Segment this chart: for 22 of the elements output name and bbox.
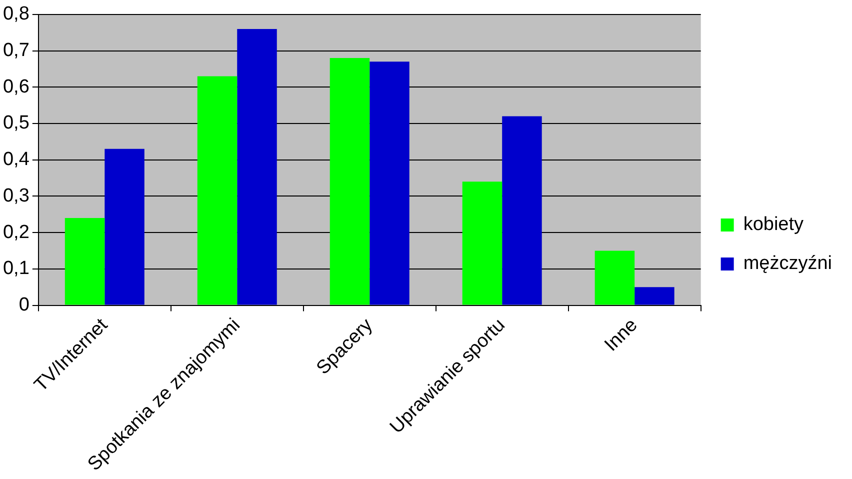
y-tick-label: 0,1 — [2, 258, 30, 280]
y-tick-label: 0,4 — [2, 149, 30, 170]
bar — [594, 250, 635, 305]
y-tick-label: 0,5 — [2, 112, 30, 134]
y-tick-label: 0,6 — [2, 76, 30, 98]
y-tick-label: 0,7 — [2, 40, 30, 61]
y-tick-label: 0,8 — [2, 4, 30, 25]
bar — [237, 28, 277, 305]
bar — [462, 182, 502, 305]
y-tick-label: 0 — [18, 294, 30, 316]
bar — [330, 58, 370, 305]
y-tick-label: 0,2 — [2, 222, 30, 243]
x-tick-label: Inne — [600, 314, 642, 356]
legend-label: kobiety — [743, 214, 804, 236]
bar — [634, 287, 674, 305]
legend-label: mężczyźni — [743, 253, 832, 274]
bar — [502, 116, 542, 305]
bar — [104, 148, 144, 305]
y-tick-label: 0,3 — [2, 185, 30, 206]
bar — [197, 76, 238, 305]
bar — [370, 62, 410, 305]
bar — [64, 218, 105, 305]
